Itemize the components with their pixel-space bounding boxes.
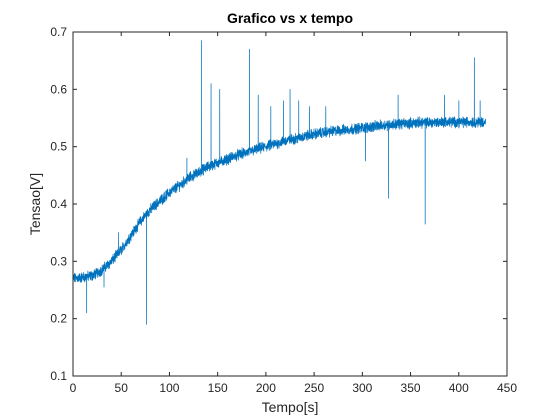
x-axis-label: Tempo[s] [262, 399, 319, 415]
x-tick-label: 150 [208, 381, 228, 395]
x-tick-label: 250 [304, 381, 324, 395]
y-tick-label: 0.7 [50, 25, 67, 39]
y-tick-label: 0.5 [50, 140, 67, 154]
x-tick-label: 200 [256, 381, 276, 395]
y-tick-label: 0.6 [50, 82, 67, 96]
x-tick-label: 50 [115, 381, 129, 395]
x-tick-label: 400 [449, 381, 469, 395]
axes-layer: 0 50 100 150 200 250 300 350 400 450 0.1 0.2 0.3 0.4 0… [50, 25, 517, 395]
y-tick-label: 0.1 [50, 369, 67, 383]
x-tick-label: 300 [352, 381, 372, 395]
y-tick-label: 0.4 [50, 197, 67, 211]
x-tick-label: 450 [497, 381, 517, 395]
y-axis-label: Tensao[V] [27, 173, 43, 235]
series-layer [72, 40, 487, 325]
plot-area [73, 32, 507, 376]
x-tick-label: 0 [70, 381, 77, 395]
x-tick-label: 100 [159, 381, 179, 395]
chart-title: Grafico vs x tempo [227, 10, 353, 26]
series-line-0 [72, 40, 487, 325]
x-tick-label: 350 [401, 381, 421, 395]
y-tick-label: 0.3 [50, 254, 67, 268]
y-tick-label: 0.2 [50, 312, 67, 326]
